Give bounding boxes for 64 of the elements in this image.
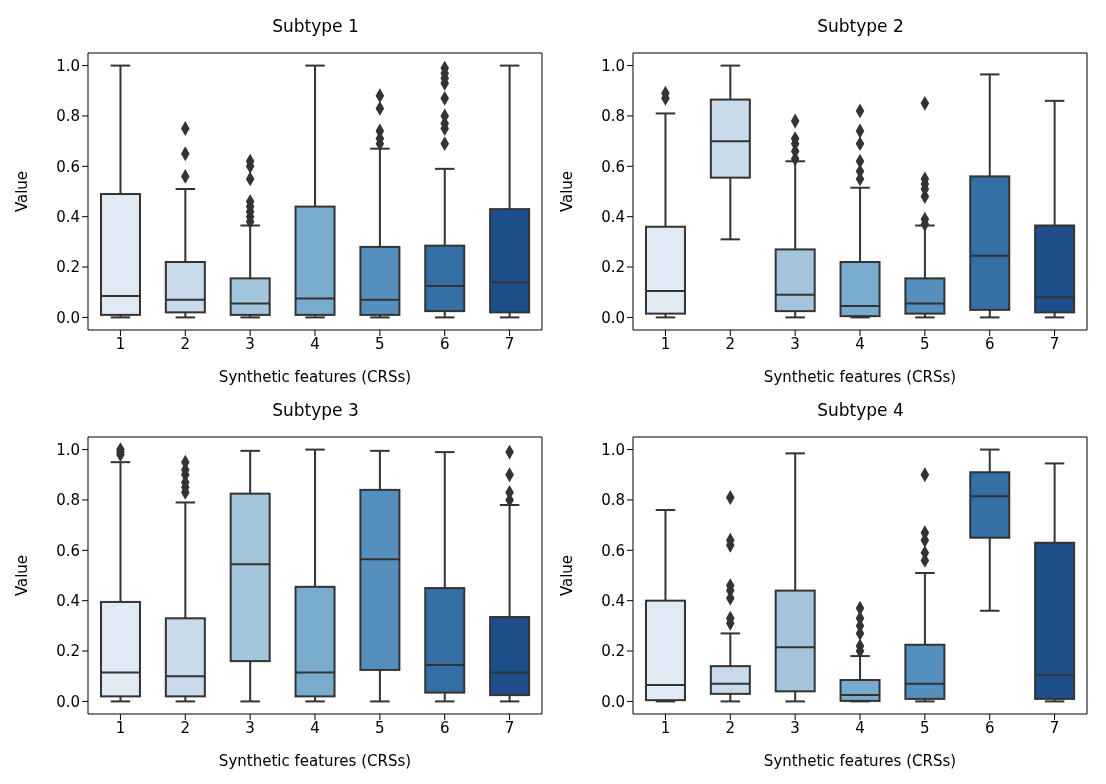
y-tick-label: 0.6 (56, 541, 80, 560)
x-tick-label: 7 (504, 718, 515, 737)
y-tick-label: 0.0 (56, 308, 80, 327)
x-tick-label: 3 (790, 718, 800, 737)
y-tick-label: 0.8 (601, 107, 625, 126)
x-tick-label: 5 (375, 718, 385, 737)
x-tick-label: 6 (984, 334, 995, 353)
chart-title: Subtype 2 (817, 16, 904, 36)
y-tick-label: 0.0 (601, 692, 625, 711)
y-tick-label: 0.6 (56, 157, 80, 176)
y-tick-label: 0.8 (56, 491, 80, 510)
chart-title: Subtype 1 (272, 16, 359, 36)
y-tick-label: 0.6 (601, 157, 625, 176)
x-tick-label: 1 (115, 718, 126, 737)
y-tick-label: 0.4 (56, 592, 80, 611)
y-tick-label: 1.0 (601, 440, 625, 459)
y-axis-title: Value (13, 170, 32, 213)
x-tick-label: 7 (504, 334, 515, 353)
x-tick-label: 3 (245, 334, 255, 353)
x-tick-label: 7 (1049, 718, 1060, 737)
x-tick-label: 1 (115, 334, 126, 353)
x-tick-label: 5 (920, 718, 930, 737)
x-axis-title: Synthetic features (CRSs) (763, 752, 957, 770)
x-tick-label: 5 (920, 334, 930, 353)
x-axis-title: Synthetic features (CRSs) (218, 368, 412, 386)
y-tick-label: 0.4 (601, 592, 625, 611)
y-tick-label: 0.6 (601, 541, 625, 560)
y-tick-label: 1.0 (56, 56, 80, 75)
x-tick-label: 5 (375, 334, 385, 353)
y-tick-label: 0.0 (601, 308, 625, 327)
chart-title: Subtype 3 (272, 400, 359, 420)
chart-title: Subtype 4 (817, 400, 904, 420)
y-tick-label: 0.8 (601, 491, 625, 510)
x-tick-label: 4 (855, 718, 865, 737)
x-tick-label: 4 (855, 334, 865, 353)
x-tick-label: 3 (790, 334, 800, 353)
y-axis-title: Value (558, 170, 577, 213)
x-axis-title: Synthetic features (CRSs) (763, 368, 957, 386)
y-tick-label: 1.0 (56, 440, 80, 459)
y-axis-title: Value (558, 554, 577, 597)
y-tick-label: 0.8 (56, 107, 80, 126)
x-tick-label: 6 (439, 718, 450, 737)
x-tick-label: 2 (180, 718, 191, 737)
x-tick-label: 1 (660, 718, 671, 737)
x-tick-label: 4 (310, 334, 320, 353)
y-tick-label: 0.2 (56, 642, 80, 661)
x-tick-label: 6 (439, 334, 450, 353)
x-tick-label: 7 (1049, 334, 1060, 353)
y-tick-label: 0.2 (601, 642, 625, 661)
y-tick-label: 0.0 (56, 692, 80, 711)
x-tick-label: 4 (310, 718, 320, 737)
y-tick-label: 0.2 (601, 258, 625, 277)
x-tick-label: 2 (180, 334, 191, 353)
y-tick-label: 0.2 (56, 258, 80, 277)
y-tick-label: 0.4 (601, 208, 625, 227)
x-tick-label: 1 (660, 334, 671, 353)
x-tick-label: 3 (245, 718, 255, 737)
y-axis-title: Value (13, 554, 32, 597)
x-tick-label: 6 (984, 718, 995, 737)
x-axis-title: Synthetic features (CRSs) (218, 752, 412, 770)
x-tick-label: 2 (725, 334, 736, 353)
y-tick-label: 0.4 (56, 208, 80, 227)
x-tick-label: 2 (725, 718, 736, 737)
y-tick-label: 1.0 (601, 56, 625, 75)
